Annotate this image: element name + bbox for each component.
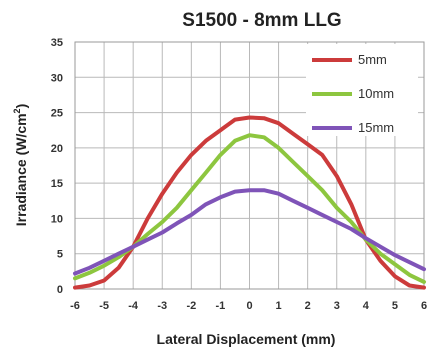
x-tick-label: 3	[334, 300, 340, 312]
series-line-15mm	[73, 188, 426, 276]
y-tick-label: 30	[51, 72, 63, 84]
y-axis-label-main: Irradiance (W/cm	[13, 113, 29, 226]
legend-label: 10mm	[358, 86, 394, 101]
y-tick-labels: 0 5 10 15 20 25 30 35	[51, 37, 63, 296]
x-tick-label: -5	[99, 300, 109, 312]
y-axis-label-end: )	[13, 104, 29, 109]
x-tick-label: -1	[216, 300, 226, 312]
x-tick-labels: -6 -5 -4 -3 -2 -1 0 1 2 3 4 5 6	[70, 300, 427, 312]
y-axis-label: Irradiance (W/cm2)	[12, 104, 29, 227]
x-axis-label: Lateral Displacement (mm)	[157, 331, 336, 347]
y-tick-label: 25	[51, 108, 63, 120]
legend-label: 15mm	[358, 120, 394, 135]
legend: 5mm 10mm 15mm	[306, 44, 418, 136]
x-tick-label: 0	[246, 300, 252, 312]
y-tick-label: 35	[51, 37, 63, 49]
x-tick-label: 6	[421, 300, 427, 312]
y-axis-label-superscript: 2	[12, 108, 22, 113]
series-lines	[73, 115, 426, 290]
chart-title: S1500 - 8mm LLG	[182, 10, 341, 31]
x-tick-label: -6	[70, 300, 80, 312]
x-tick-label: 5	[392, 300, 398, 312]
x-tick-label: -3	[157, 300, 167, 312]
x-tick-label: -4	[128, 300, 139, 312]
x-tick-label: 1	[276, 300, 282, 312]
y-tick-label: 20	[51, 143, 63, 155]
y-tick-label: 0	[57, 284, 63, 296]
x-tick-label: -2	[186, 300, 196, 312]
x-tick-label: 2	[305, 300, 311, 312]
y-tick-label: 5	[57, 249, 63, 261]
x-tick-label: 4	[363, 300, 370, 312]
y-tick-label: 10	[51, 213, 63, 225]
legend-label: 5mm	[358, 52, 387, 67]
y-tick-label: 15	[51, 178, 63, 190]
plot-frame	[74, 41, 425, 290]
